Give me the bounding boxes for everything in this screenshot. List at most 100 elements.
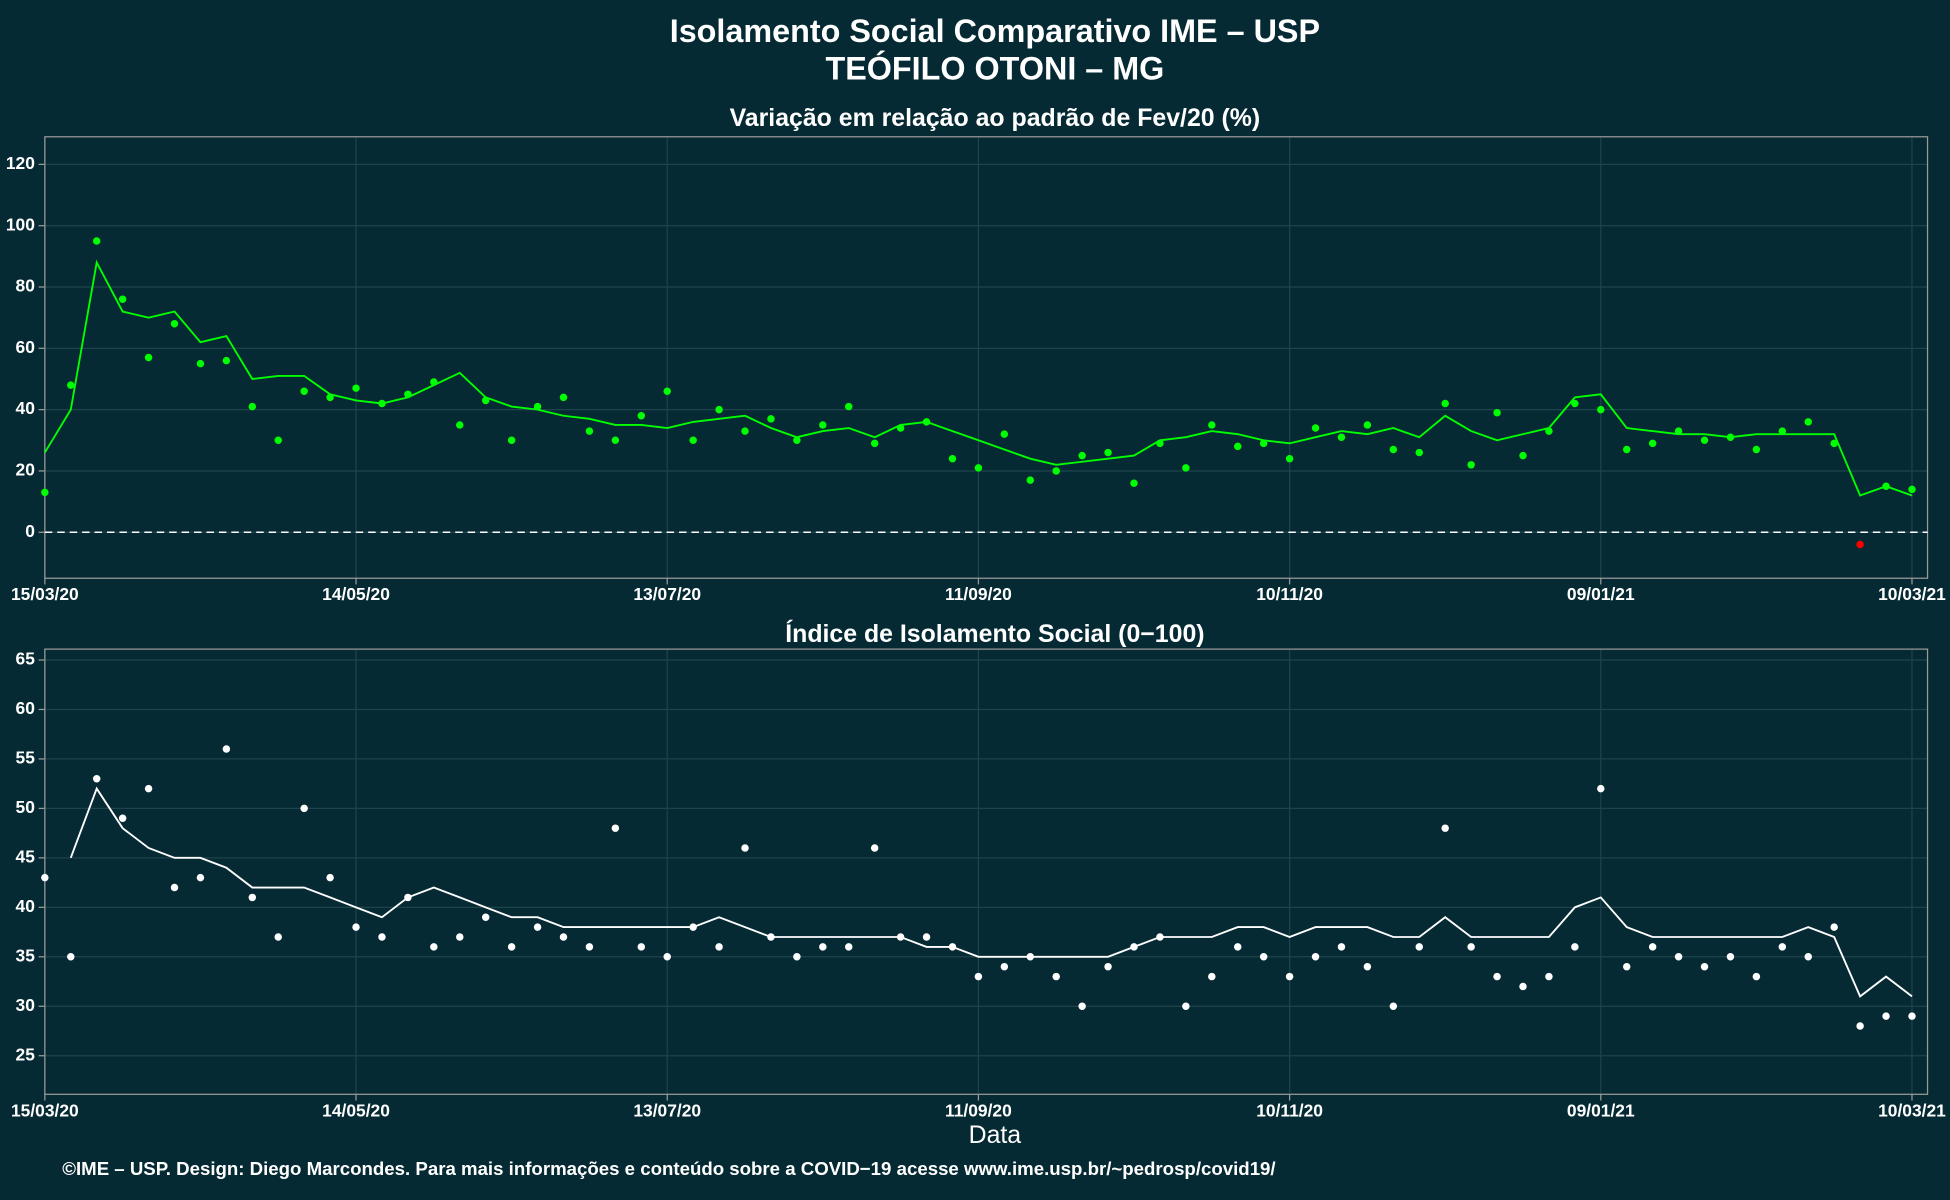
data-point <box>222 745 231 753</box>
data-point <box>819 943 827 951</box>
data-point <box>507 436 516 445</box>
x-tick-label: 10/11/20 <box>1256 1100 1323 1120</box>
subtitle: TEÓFILO OTONI – MG <box>825 49 1164 86</box>
data-point <box>1622 962 1631 971</box>
data-point <box>1467 943 1475 951</box>
x-tick-label: 09/01/21 <box>1567 1100 1635 1120</box>
x-tick-label: 10/03/21 <box>1878 1100 1946 1120</box>
data-point <box>974 464 983 472</box>
data-point <box>637 943 646 951</box>
data-point <box>715 943 723 951</box>
data-point <box>1830 439 1838 448</box>
x-axis-label: Data <box>969 1121 1022 1149</box>
data-point <box>1234 943 1242 951</box>
data-point <box>1752 445 1761 454</box>
data-point <box>637 412 646 420</box>
data-point <box>1441 399 1449 408</box>
data-point <box>1182 464 1190 472</box>
data-point <box>741 427 749 435</box>
x-tick-label: 09/01/21 <box>1567 584 1635 604</box>
y-tick-label: 60 <box>16 698 35 718</box>
data-point <box>870 439 879 448</box>
plot-frame <box>44 136 1929 579</box>
data-point <box>1493 972 1501 981</box>
data-point <box>196 359 205 368</box>
data-point <box>1882 1012 1890 1020</box>
data-point <box>922 933 931 941</box>
y-tick-label: 100 <box>6 214 35 234</box>
data-point <box>300 804 308 813</box>
data-point <box>1519 982 1527 991</box>
data-point <box>1778 427 1787 435</box>
data-point <box>1130 479 1138 487</box>
data-point <box>118 814 127 823</box>
data-point <box>274 436 282 445</box>
data-point <box>1674 427 1683 435</box>
data-point <box>1234 442 1242 451</box>
data-point <box>1000 962 1009 971</box>
data-point <box>1104 448 1112 457</box>
data-point <box>741 844 749 852</box>
data-point <box>793 953 801 961</box>
y-tick-label: 50 <box>16 797 35 817</box>
y-tick-label: 40 <box>16 398 35 418</box>
data-point <box>974 972 983 981</box>
y-tick-label: 0 <box>25 521 35 541</box>
data-point <box>533 923 542 931</box>
panel-title: Variação em relação ao padrão de Fev/20 … <box>730 104 1261 132</box>
data-point <box>1078 1002 1086 1010</box>
data-point <box>1622 445 1631 454</box>
data-point <box>870 844 879 852</box>
data-point <box>1700 962 1709 971</box>
data-point <box>1337 943 1346 951</box>
x-tick-label: 11/09/20 <box>945 584 1012 604</box>
data-point <box>1259 953 1268 961</box>
data-point <box>1052 972 1060 981</box>
data-point <box>1389 1002 1398 1010</box>
data-point <box>1571 943 1579 951</box>
data-point <box>1337 433 1346 441</box>
data-point <box>663 953 671 961</box>
data-point <box>248 402 257 411</box>
data-point <box>1830 923 1838 931</box>
data-point <box>1545 972 1553 981</box>
data-point <box>559 393 568 402</box>
data-point <box>1052 467 1060 475</box>
data-point <box>819 421 827 429</box>
data-point <box>222 356 231 365</box>
data-point <box>845 402 853 411</box>
data-point <box>1597 405 1605 414</box>
y-tick-label: 120 <box>6 153 35 173</box>
footer: ©IME – USP. Design: Diego Marcondes. Par… <box>62 1158 1275 1179</box>
data-point <box>67 381 75 389</box>
data-point <box>1285 454 1294 463</box>
x-tick-label: 10/11/20 <box>1256 584 1323 604</box>
data-point <box>92 237 101 245</box>
data-point <box>663 387 671 395</box>
data-point <box>1363 421 1372 429</box>
data-point <box>352 384 360 392</box>
data-point <box>352 923 360 931</box>
data-point <box>1311 424 1320 432</box>
data-point <box>1000 430 1009 438</box>
y-tick-label: 65 <box>16 649 36 669</box>
data-point <box>1519 451 1527 460</box>
data-point <box>248 893 257 902</box>
y-tick-label: 30 <box>16 995 35 1015</box>
data-point <box>1571 399 1579 408</box>
x-tick-label: 14/05/20 <box>322 584 390 604</box>
data-point <box>1648 943 1657 951</box>
data-point <box>845 943 853 951</box>
data-point <box>1415 448 1423 457</box>
y-tick-label: 25 <box>16 1044 36 1064</box>
data-point <box>1441 824 1449 832</box>
data-point <box>767 415 775 423</box>
y-tick-label: 20 <box>16 460 35 480</box>
data-point <box>1493 408 1501 417</box>
data-point <box>1597 784 1605 793</box>
data-point <box>1804 418 1812 426</box>
data-point <box>1363 962 1372 971</box>
y-tick-label: 35 <box>16 945 36 965</box>
